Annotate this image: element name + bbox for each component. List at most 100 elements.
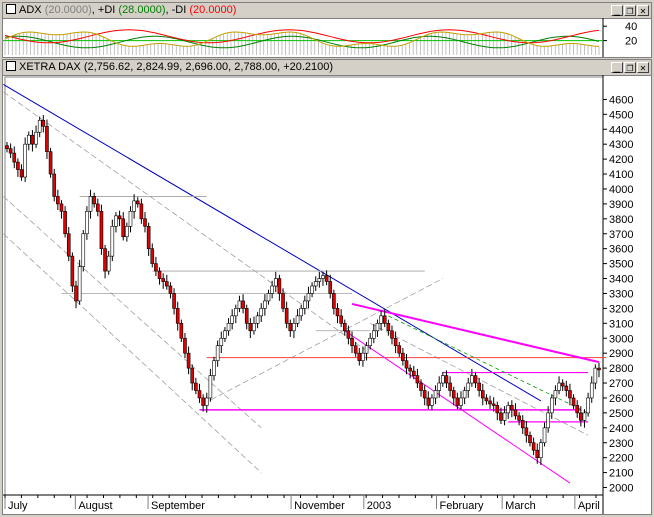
candle [335,303,340,324]
candle [263,294,267,316]
candle [593,364,598,390]
candle [379,310,383,331]
candle [63,206,67,238]
candle [114,212,118,233]
candle [586,392,590,417]
candle [201,394,205,412]
candle [212,356,216,381]
candle [415,368,420,388]
candle [70,252,75,293]
candle [422,385,427,406]
y-tick-label: 3200 [609,303,633,315]
adx-label: ADX [19,4,42,16]
candle [451,386,456,406]
candle [539,439,543,465]
price-panel: XETRA DAX (2,756.62, 2,824.99, 2,696.00,… [2,59,652,515]
candle [357,347,362,366]
adx-tick-label: 20 [625,36,637,48]
candle [252,316,256,335]
candle [426,391,431,410]
candle [480,383,485,406]
candle [186,346,191,375]
candle [48,147,53,178]
y-tick-label: 2800 [609,363,633,375]
candle [564,380,569,397]
candle [74,280,78,309]
y-tick-label: 3300 [609,288,633,300]
candle [19,164,24,181]
candle [568,383,572,406]
candle [382,309,387,328]
candle [270,280,274,299]
y-tick-label: 2900 [609,348,633,360]
candle [350,331,354,354]
candle [241,294,245,314]
candle [150,243,155,268]
candle [506,401,511,420]
candle [234,304,238,324]
candle [589,376,594,403]
x-tick-label: November [294,500,345,512]
candle [237,295,242,313]
candle [560,379,565,391]
candle [288,319,293,337]
candle [259,303,264,322]
candle [313,276,318,291]
candle [364,341,369,361]
candle [404,353,409,375]
y-tick-label: 2600 [609,393,633,405]
y-tick-label: 2500 [609,408,633,420]
candle [393,331,398,354]
y-tick-label: 4600 [609,94,633,106]
minimize-icon[interactable]: ▁ [611,62,623,73]
candle [299,304,303,321]
candle [328,274,333,299]
restore-icon[interactable]: ❐ [624,62,636,73]
candle [488,395,492,409]
candle [248,318,253,339]
candle [502,406,507,426]
adx-tick-label: 40 [625,21,637,33]
x-tick-label: February [439,500,484,512]
candle [165,274,169,290]
candle [528,431,532,447]
candle [321,271,325,286]
pdi-line [4,35,600,49]
panel-menu-icon[interactable] [6,4,16,14]
candle [473,371,478,388]
y-tick-label: 3500 [609,259,633,271]
candle [219,331,224,354]
mdi-param: (20.0000) [189,4,237,16]
close-icon[interactable]: ✕ [637,62,649,73]
candle [146,222,151,256]
candle [244,304,249,330]
candle [372,324,376,344]
candle [411,365,416,380]
adx-line [4,31,600,47]
panel-menu-icon[interactable] [6,61,16,71]
close-icon[interactable]: ✕ [637,5,649,16]
candle [571,394,576,410]
restore-icon[interactable]: ❐ [624,5,636,16]
minimize-icon[interactable]: ▁ [611,5,623,16]
candle [215,340,220,367]
candle [324,270,329,286]
candle [92,192,96,208]
candle [303,295,307,315]
x-tick-label: August [78,500,112,512]
candle [230,309,234,330]
candle [557,376,561,395]
x-tick-label: April [578,500,600,512]
mdi-line [4,29,600,44]
candle [266,289,271,305]
adx-title-bar: ADX (20.0000), +DI (28.0000), -DI (20.00… [3,3,651,19]
candle [66,227,71,262]
candle [437,376,441,398]
candle [513,403,518,420]
candle [26,131,31,151]
downtrend-line [3,84,542,402]
y-tick-label: 2700 [609,378,633,390]
y-tick-label: 4100 [609,169,633,181]
candle [491,397,496,412]
